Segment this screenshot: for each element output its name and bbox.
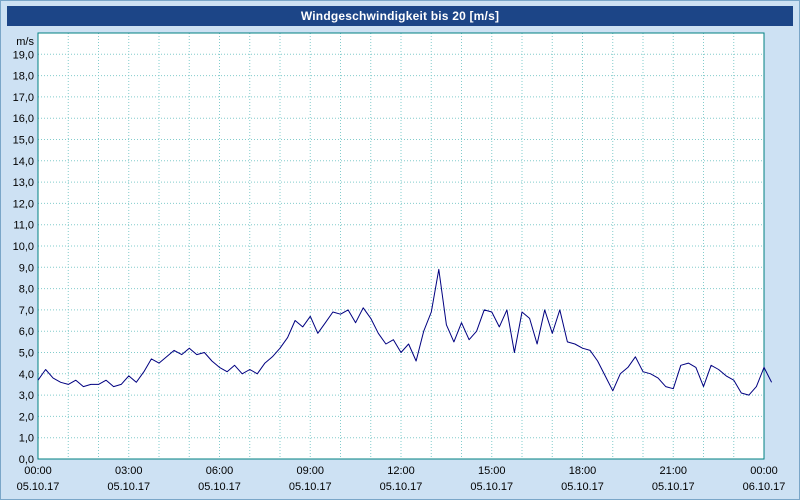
x-tick-date-label: 05.10.17 <box>380 481 423 493</box>
y-axis-unit-label: m/s <box>16 36 34 48</box>
y-tick-label: 6,0 <box>19 326 34 338</box>
y-tick-label: 3,0 <box>19 390 34 402</box>
y-tick-label: 15,0 <box>13 135 34 147</box>
x-tick-date-label: 05.10.17 <box>198 481 241 493</box>
chart-title: Windgeschwindigkeit bis 20 [m/s] <box>300 9 500 23</box>
y-tick-label: 12,0 <box>13 198 34 210</box>
y-tick-label: 19,0 <box>13 49 34 61</box>
y-tick-label: 5,0 <box>19 348 34 360</box>
y-tick-label: 14,0 <box>13 156 34 168</box>
x-tick-date-label: 05.10.17 <box>561 481 604 493</box>
x-tick-time-label: 21:00 <box>659 465 687 477</box>
x-tick-date-label: 05.10.17 <box>289 481 332 493</box>
x-tick-date-label: 05.10.17 <box>107 481 150 493</box>
x-tick-time-label: 00:00 <box>24 465 52 477</box>
x-tick-time-label: 12:00 <box>387 465 415 477</box>
y-tick-label: 0,0 <box>19 454 34 466</box>
y-tick-label: 8,0 <box>19 284 34 296</box>
x-tick-time-label: 18:00 <box>569 465 597 477</box>
y-tick-label: 16,0 <box>13 113 34 125</box>
x-tick-time-label: 03:00 <box>115 465 143 477</box>
x-tick-time-label: 09:00 <box>296 465 324 477</box>
x-tick-time-label: 06:00 <box>206 465 234 477</box>
chart-title-bar: Windgeschwindigkeit bis 20 [m/s] <box>7 6 793 26</box>
x-tick-date-label: 05.10.17 <box>652 481 695 493</box>
y-tick-label: 13,0 <box>13 177 34 189</box>
wind-speed-series-line <box>37 268 773 396</box>
y-tick-label: 7,0 <box>19 305 34 317</box>
plot-border <box>37 32 765 460</box>
y-tick-label: 11,0 <box>13 220 34 232</box>
y-tick-label: 10,0 <box>13 241 34 253</box>
x-tick-time-label: 15:00 <box>478 465 506 477</box>
x-tick-date-label: 05.10.17 <box>470 481 513 493</box>
y-tick-label: 2,0 <box>19 411 34 423</box>
x-tick-date-label: 06.10.17 <box>743 481 786 493</box>
y-tick-label: 4,0 <box>19 369 34 381</box>
y-tick-label: 17,0 <box>13 92 34 104</box>
y-tick-label: 1,0 <box>19 433 34 445</box>
y-tick-label: 18,0 <box>13 71 34 83</box>
y-tick-label: 9,0 <box>19 262 34 274</box>
x-tick-time-label: 00:00 <box>750 465 778 477</box>
x-tick-date-label: 05.10.17 <box>17 481 60 493</box>
